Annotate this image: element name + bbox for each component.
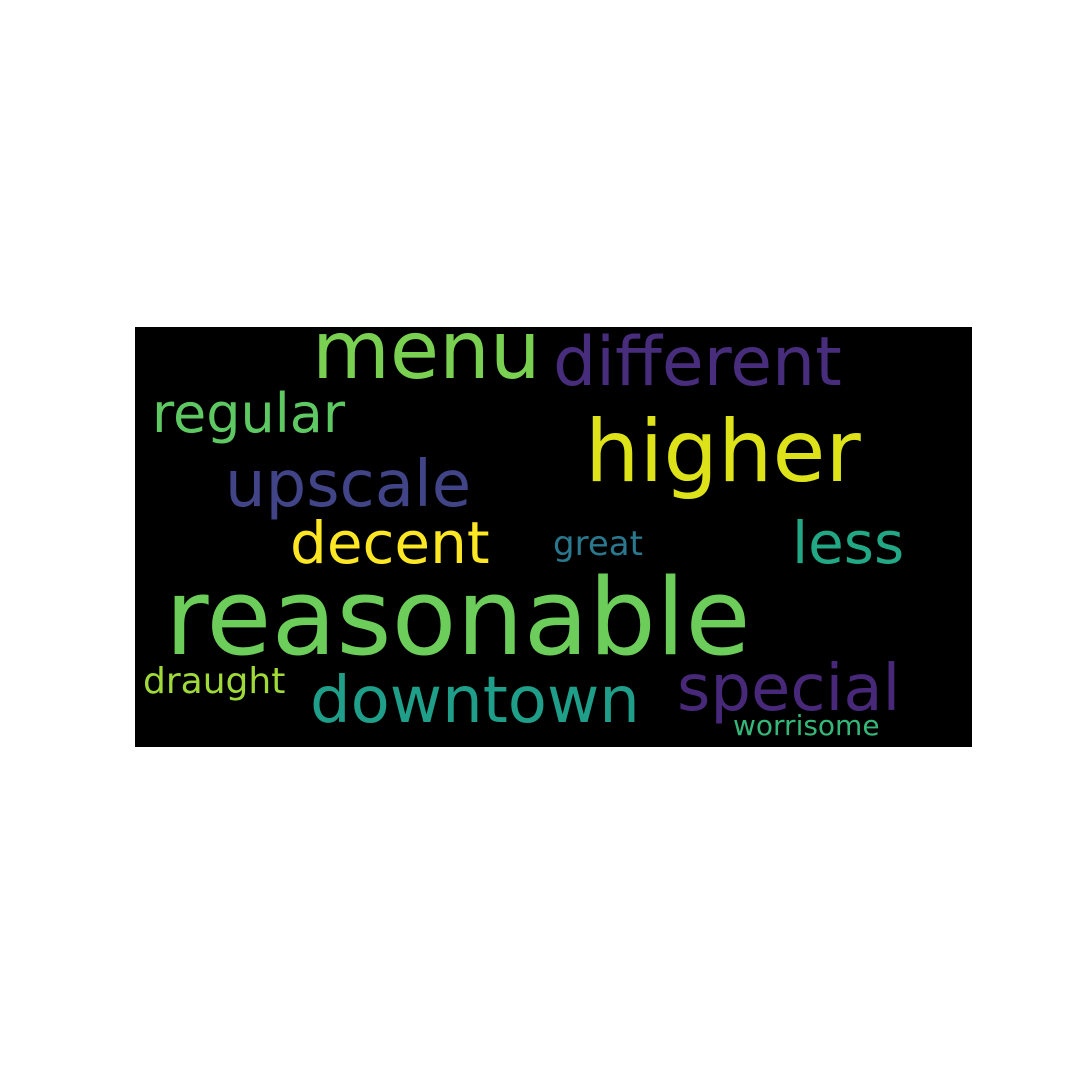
word-different: different	[553, 327, 842, 402]
word-menu: menu	[312, 327, 541, 397]
word-higher: higher	[585, 402, 861, 502]
word-upscale: upscale	[225, 448, 472, 522]
word-special: special	[677, 652, 901, 726]
word-draught: draught	[143, 661, 286, 702]
word-great: great	[553, 524, 643, 564]
word-regular: regular	[152, 382, 346, 445]
word-less: less	[792, 509, 905, 577]
word-cloud: reasonable menu different higher regular…	[135, 327, 972, 747]
word-worrisome: worrisome	[733, 709, 880, 742]
word-reasonable: reasonable	[165, 556, 751, 679]
word-decent: decent	[290, 509, 490, 577]
word-downtown: downtown	[310, 664, 640, 738]
